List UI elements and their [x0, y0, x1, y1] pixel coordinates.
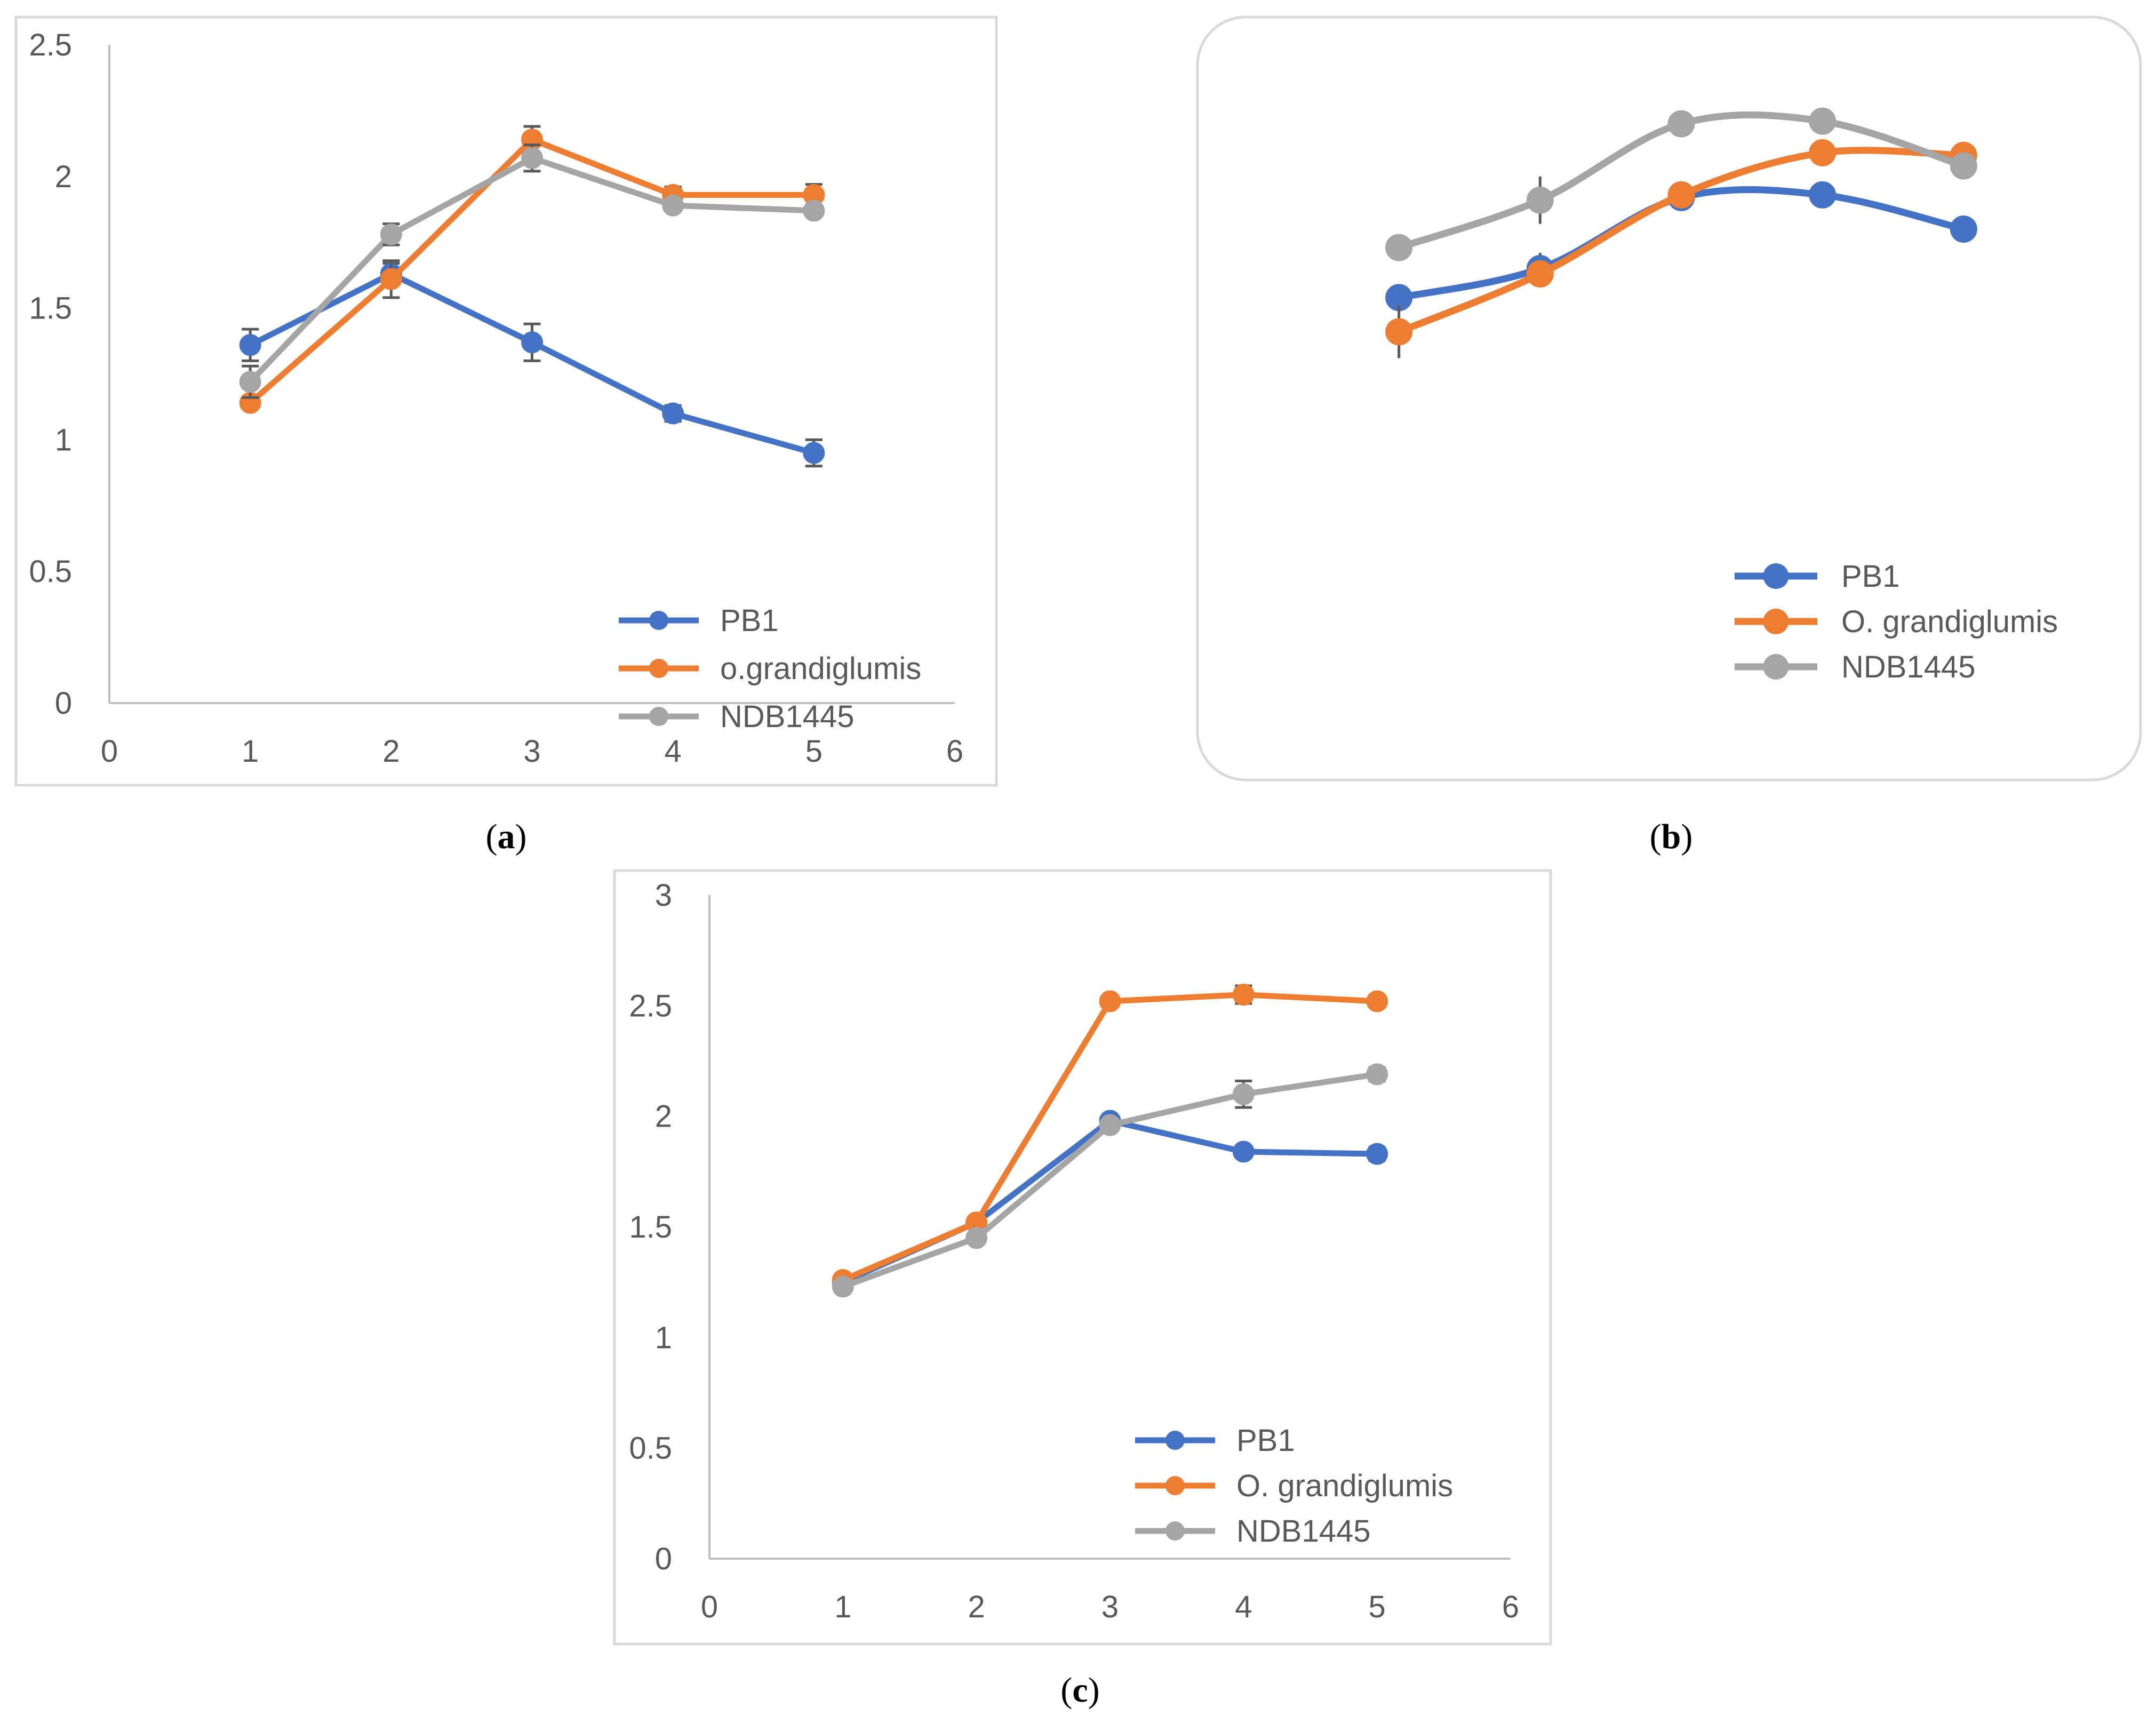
chart-c: 0 1 2 3 4 5 6 0 0.5 1 1.5 2 2.5 3 PB1 O. grandiglumis ND… [613, 869, 1552, 1710]
data-point [1099, 1114, 1121, 1136]
data-point [803, 442, 825, 464]
x-tick-label: 2 [382, 734, 400, 769]
legend-swatch-marker [1165, 1521, 1185, 1541]
data-point [1366, 1063, 1388, 1086]
y-tick-label: 2.5 [29, 28, 72, 62]
chart-caption: (b) [1650, 817, 1693, 856]
legend-swatch-marker [1763, 609, 1789, 634]
x-tick-label: 5 [1369, 1590, 1386, 1624]
x-tick-label: 2 [968, 1590, 985, 1624]
legend-swatch-marker [1165, 1476, 1185, 1495]
data-point [239, 371, 261, 393]
x-tick-label: 1 [242, 734, 259, 769]
y-tick-label: 1.5 [629, 1210, 672, 1245]
x-tick-label: 0 [101, 734, 118, 769]
legend-label: NDB1445 [1236, 1514, 1370, 1549]
y-tick-label: 1.5 [29, 291, 72, 326]
data-point [832, 1275, 854, 1298]
data-point [1385, 318, 1413, 346]
series-ndb1445 [1385, 107, 1977, 261]
x-tick-label: 4 [665, 734, 682, 769]
chart-caption: (c) [1060, 1671, 1099, 1710]
chart-frame [14, 15, 998, 787]
chart-frame [613, 869, 1552, 1646]
legend-swatch-marker [649, 707, 668, 726]
x-tick-label: 6 [946, 734, 963, 769]
legend-swatch-marker [1165, 1431, 1185, 1450]
series-ndb1445 [832, 1063, 1388, 1298]
data-point [1950, 216, 1977, 243]
data-point [1099, 990, 1121, 1012]
legend-label: o.grandiglumis [720, 651, 921, 686]
legend-swatch-marker [649, 659, 668, 678]
data-point [1366, 990, 1388, 1012]
data-point [1667, 110, 1695, 138]
data-point [1526, 186, 1554, 214]
data-point [380, 268, 402, 290]
data-point [1526, 260, 1554, 288]
y-tick-label: 0.5 [629, 1431, 672, 1466]
legend-label: PB1 [1236, 1423, 1295, 1458]
x-tick-label: 0 [701, 1590, 718, 1624]
data-point [1667, 181, 1695, 209]
data-point [1950, 152, 1977, 180]
x-tick-label: 3 [1101, 1590, 1119, 1624]
data-point [1366, 1143, 1388, 1165]
data-point [662, 402, 684, 425]
legend-swatch-marker [1763, 654, 1789, 680]
y-tick-label: 0 [655, 1542, 672, 1576]
data-point [521, 331, 543, 354]
legend-label: PB1 [720, 603, 779, 638]
x-tick-label: 6 [1502, 1590, 1519, 1624]
series-o-grandiglumis [832, 984, 1388, 1291]
x-tick-label: 4 [1235, 1590, 1252, 1624]
data-point [380, 223, 402, 245]
data-point [1809, 139, 1836, 166]
x-tick-label: 5 [805, 734, 823, 769]
legend-label: O. grandiglumis [1236, 1469, 1453, 1503]
data-point [1232, 1083, 1255, 1105]
chart-frame [1196, 15, 2142, 781]
series-ndb1445 [239, 143, 825, 399]
y-tick-label: 0 [55, 686, 72, 721]
y-tick-label: 1 [655, 1320, 672, 1355]
chart-b: PB1 O. grandiglumis NDB1445 (b) [1196, 15, 2142, 856]
legend-swatch-marker [649, 611, 668, 630]
x-tick-label: 3 [523, 734, 540, 769]
data-point [1385, 234, 1413, 261]
legend-label: NDB1445 [1841, 650, 1975, 684]
data-point [1809, 181, 1836, 209]
y-tick-label: 2 [655, 1099, 672, 1134]
data-point [239, 334, 261, 356]
data-point [1232, 984, 1255, 1006]
y-tick-label: 0.5 [29, 554, 72, 589]
chart-a: 0 1 2 3 4 5 6 0 0.5 1 1.5 2 2.5 PB1 o.grandiglumis NDB1… [14, 15, 998, 856]
data-point [803, 200, 825, 222]
data-point [521, 147, 543, 169]
data-point [1232, 1140, 1255, 1163]
y-tick-label: 1 [55, 422, 72, 457]
data-point [662, 194, 684, 217]
y-tick-label: 2 [55, 159, 72, 194]
x-tick-label: 1 [834, 1590, 851, 1624]
legend-label: PB1 [1841, 559, 1900, 594]
legend-label: O. grandiglumis [1841, 604, 2058, 639]
data-point [1809, 107, 1836, 135]
chart-caption: (a) [486, 817, 527, 856]
y-tick-label: 3 [655, 878, 672, 913]
legend-swatch-marker [1763, 563, 1789, 589]
legend-label: NDB1445 [720, 699, 854, 734]
y-tick-label: 2.5 [629, 988, 672, 1023]
data-point [965, 1227, 988, 1249]
